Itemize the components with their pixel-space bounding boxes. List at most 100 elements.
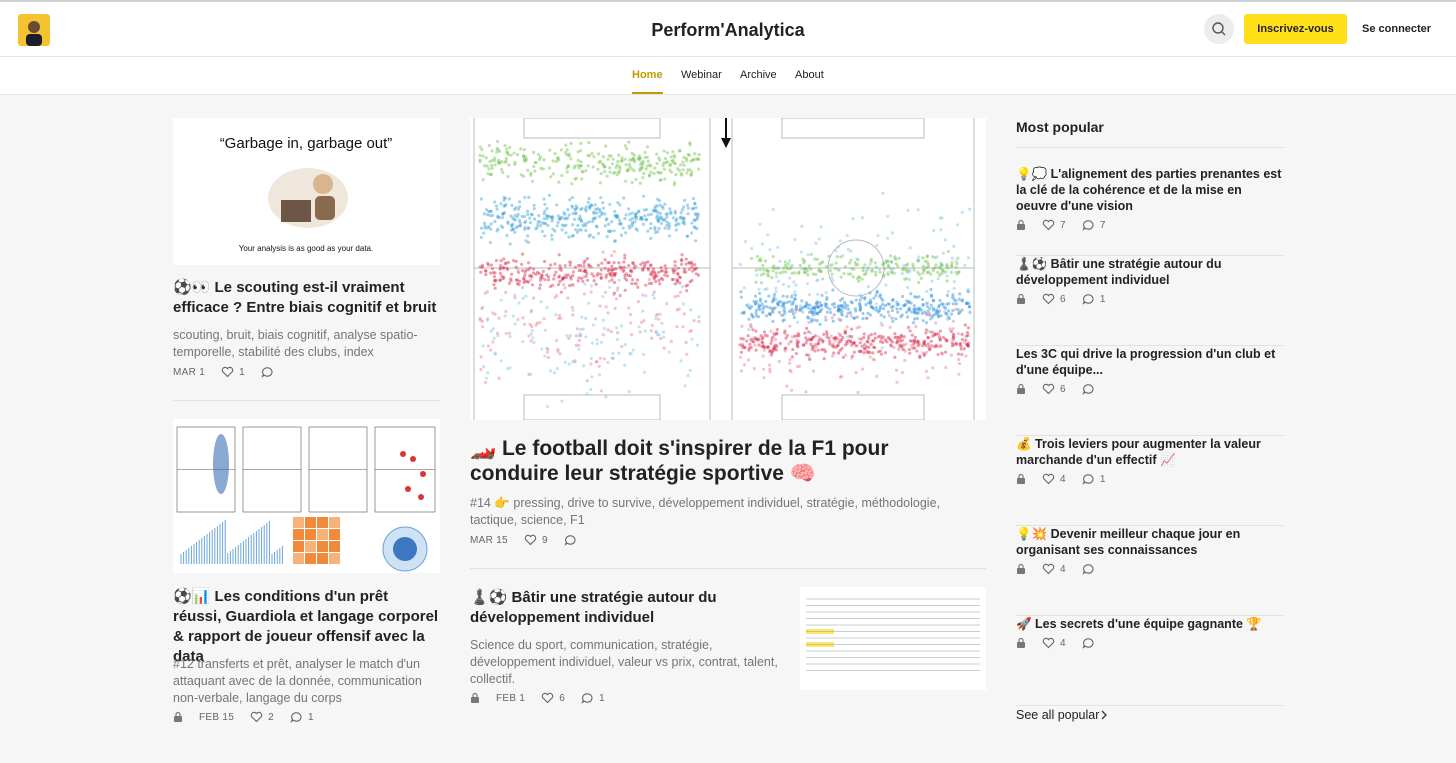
heart-icon[interactable] [1042,563,1055,575]
post-title[interactable]: ♟️⚽ Bâtir une stratégie autour du dévelo… [470,589,717,626]
post-image[interactable]: “Garbage in, garbage out”Your analysis i… [173,118,440,265]
heart-icon[interactable] [524,534,537,546]
nav-item[interactable]: About [795,69,824,81]
scatter-dot [965,331,970,335]
scatter-dot [911,264,915,269]
heart-icon[interactable] [221,366,234,378]
scatter-dot [890,298,895,302]
scatter-dot [659,276,663,280]
comment-icon[interactable] [1082,563,1095,575]
scatter-dot [878,339,883,344]
see-all-link[interactable]: See all popular [1016,708,1100,722]
scatter-dot [903,277,907,281]
like-count[interactable]: 7 [1060,219,1066,231]
comment-count[interactable]: 1 [1099,293,1106,305]
scatter-dot [964,334,969,338]
heart-icon[interactable] [1042,473,1055,485]
login-link[interactable]: Se connecter [1362,23,1432,35]
subscribe-button[interactable]: Inscrivez-vous [1244,14,1347,44]
scatter-dot [568,198,572,202]
like-count[interactable]: 4 [1060,637,1066,649]
scatter-dot [908,351,912,355]
scatter-dot [555,367,560,371]
scatter-dot [638,156,643,160]
nav-item[interactable]: Home [632,69,663,94]
scatter-dot [526,226,530,231]
scatter-dot [543,202,547,206]
post-title[interactable]: ⚽👀 Le scouting est-il vraiment efficace … [173,279,437,316]
popular-title[interactable]: ♟️⚽ Bâtir une stratégie autour du dévelo… [1016,257,1222,287]
post-title[interactable]: 🏎️ Le football doit s'inspirer de la F1 … [470,437,889,485]
comment-count[interactable]: 1 [308,711,314,723]
search-button[interactable] [1204,14,1234,44]
heart-icon[interactable] [1042,219,1055,231]
scatter-dot [912,307,916,312]
scatter-dot [861,269,865,273]
nav-item[interactable]: Archive [740,69,777,81]
post-subtitle: scouting, bruit, biais cognitif, analyse… [173,328,418,359]
scatter-dot [659,178,663,182]
logo[interactable] [18,14,50,46]
scatter-dot [861,266,865,270]
scatter-dot [904,277,908,281]
post-image[interactable] [173,419,440,573]
post-date: FEB 1 [496,692,526,704]
scatter-dot [685,289,689,293]
comment-shape [1082,294,1094,305]
scatter-dot [909,292,913,296]
scatter-dot [553,295,557,300]
heart-icon[interactable] [1042,637,1055,649]
popular-title[interactable]: 🚀 Les secrets d'une équipe gagnante 🏆 [1016,617,1262,631]
like-count[interactable]: 2 [268,711,275,723]
comment-count[interactable]: 1 [1099,473,1106,485]
like-count[interactable]: 6 [559,692,566,704]
scatter-dot [937,265,941,269]
scatter-dot [764,299,768,304]
comment-icon[interactable] [261,366,274,378]
comment-count[interactable]: 1 [599,692,606,704]
comment-icon[interactable] [1082,293,1095,305]
scatter-dot [693,212,697,216]
scatter-dot [768,367,772,371]
comment-icon[interactable] [1082,383,1095,395]
featured-image[interactable] [470,118,986,420]
comment-icon[interactable] [581,692,594,704]
comment-icon[interactable] [1082,219,1095,231]
scatter-dot [926,262,931,267]
comment-icon[interactable] [564,534,577,546]
scatter-dot [668,164,672,168]
scatter-dot [899,344,903,349]
comment-icon[interactable] [1082,473,1095,485]
like-count[interactable]: 1 [239,366,245,378]
heart-icon[interactable] [1042,293,1055,305]
popular-title[interactable]: 💡💥 Devenir meilleur chaque jour en organ… [1016,527,1241,557]
post-title[interactable]: ⚽📊 Les conditions d'un prêt réussi, Guar… [173,588,439,665]
scatter-dot [484,273,488,277]
scatter-dot [948,327,952,331]
scatter-dot [571,233,575,238]
popular-title[interactable]: 💰 Trois leviers pour augmenter la valeur… [1016,437,1261,467]
scatter-dot [806,253,810,257]
like-count[interactable]: 6 [1060,383,1066,395]
popular-title[interactable]: Les 3C qui drive la progression d'un clu… [1016,347,1276,377]
like-count[interactable]: 9 [541,534,548,546]
scatter-dot [493,219,497,224]
chevron[interactable] [1100,710,1108,720]
comment-icon[interactable] [290,711,303,723]
post-image[interactable] [800,587,986,690]
lock-icon [1017,637,1025,648]
scatter-dot [521,155,526,159]
scatter-dot [967,305,972,309]
brand[interactable]: Perform'Analytica [651,20,805,40]
nav-item[interactable]: Webinar [681,69,722,81]
popular-title[interactable]: 💡💭 L'alignement des parties prenantes es… [1016,167,1282,213]
heart-icon[interactable] [250,711,263,723]
comment-icon[interactable] [1082,637,1095,649]
comment-count[interactable]: 7 [1099,219,1106,231]
heart-icon[interactable] [541,692,554,704]
like-count[interactable]: 6 [1060,293,1066,305]
like-count[interactable]: 4 [1060,473,1066,485]
like-count[interactable]: 4 [1060,563,1066,575]
scatter-dot [754,308,758,312]
heart-icon[interactable] [1042,383,1055,395]
